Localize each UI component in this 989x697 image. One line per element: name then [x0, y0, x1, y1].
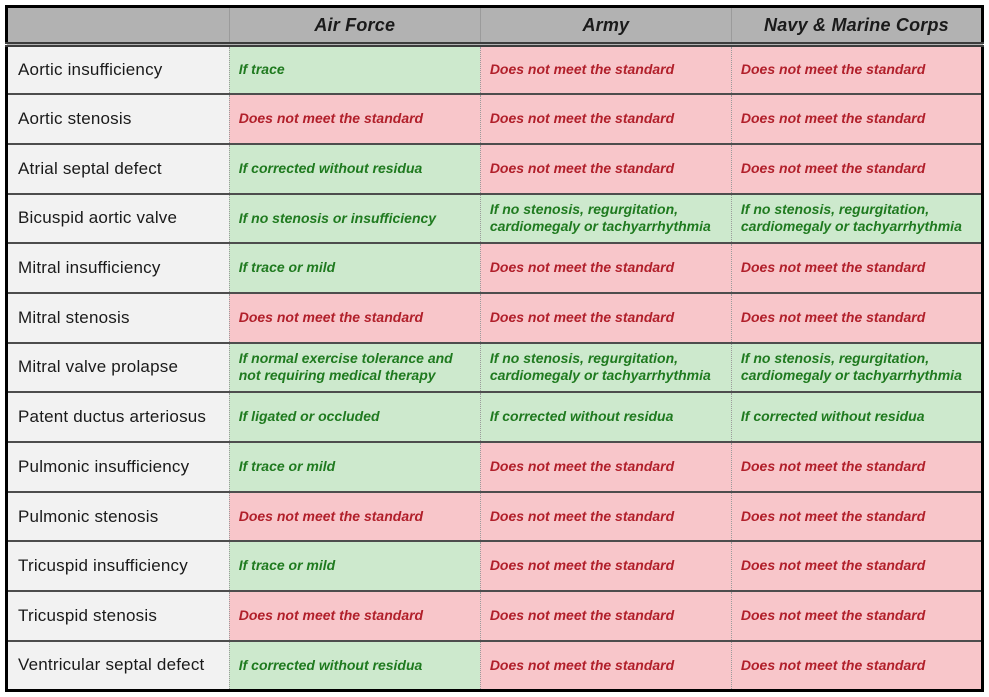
standard-cell-pass: If corrected without residua [479, 391, 732, 442]
table-row: Aortic insufficiency If trace Does not mee… [6, 43, 983, 95]
condition-cell: Bicuspid aortic valve [6, 192, 230, 244]
condition-cell: Pulmonic insufficiency [6, 441, 230, 492]
standard-cell-fail: Does not meet the standard [730, 490, 983, 542]
standard-cell-pass: If no stenosis, regurgitation, cardiomeg… [730, 341, 983, 393]
standard-cell-fail: Does not meet the standard [479, 93, 732, 144]
standard-cell-fail: Does not meet the standard [730, 639, 983, 691]
standard-cell-fail: Does not meet the standard [730, 43, 983, 95]
standard-cell-pass: If no stenosis or insufficiency [228, 192, 481, 244]
standard-cell-pass: If corrected without residua [228, 639, 481, 691]
standard-cell-fail: Does not meet the standard [730, 540, 983, 592]
standard-cell-fail: Does not meet the standard [730, 441, 983, 492]
condition-cell: Patent ductus arteriosus [6, 391, 230, 442]
table-row: Atrial septal defect If corrected without… [6, 142, 983, 194]
standard-cell-pass: If trace or mild [228, 540, 481, 592]
standard-cell-fail: Does not meet the standard [479, 291, 732, 343]
table-row: Tricuspid stenosis Does not meet the stan… [6, 590, 983, 641]
condition-cell: Mitral stenosis [6, 291, 230, 343]
standard-cell-pass: If no stenosis, regurgitation, cardiomeg… [730, 192, 983, 244]
standard-cell-pass: If corrected without residua [228, 142, 481, 194]
table-row: Pulmonic stenosis Does not meet the stand… [6, 490, 983, 542]
standard-cell-fail: Does not meet the standard [479, 441, 732, 492]
table-row: Mitral stenosis Does not meet the standar… [6, 291, 983, 343]
condition-cell: Pulmonic stenosis [6, 490, 230, 542]
standard-cell-fail: Does not meet the standard [730, 291, 983, 343]
header-row: Air Force Army Navy & Marine Corps [6, 6, 983, 47]
standard-cell-fail: Does not meet the standard [228, 291, 481, 343]
table-row: Aortic stenosis Does not meet the standar… [6, 93, 983, 144]
condition-cell: Aortic insufficiency [6, 43, 230, 95]
standard-cell-pass: If normal exercise tolerance and not req… [228, 341, 481, 393]
standard-cell-fail: Does not meet the standard [730, 590, 983, 641]
condition-cell: Aortic stenosis [6, 93, 230, 144]
header-condition [6, 6, 230, 47]
table-row: Mitral valve prolapse If normal exercise … [6, 341, 983, 393]
table-row: Tricuspid insufficiency If trace or mild D… [6, 540, 983, 592]
standard-cell-fail: Does not meet the standard [479, 43, 732, 95]
condition-cell: Tricuspid stenosis [6, 590, 230, 641]
standard-cell-pass: If trace or mild [228, 441, 481, 492]
table-row: Patent ductus arteriosus If ligated or oc… [6, 391, 983, 442]
standard-cell-fail: Does not meet the standard [228, 93, 481, 144]
standard-cell-fail: Does not meet the standard [479, 142, 732, 194]
standard-cell-pass: If corrected without residua [730, 391, 983, 442]
standard-cell-fail: Does not meet the standard [228, 490, 481, 542]
standard-cell-fail: Does not meet the standard [228, 590, 481, 641]
table-row: Pulmonic insufficiency If trace or mild Do… [6, 441, 983, 492]
standard-cell-pass: If ligated or occluded [228, 391, 481, 442]
condition-cell: Mitral valve prolapse [6, 341, 230, 393]
table-row: Bicuspid aortic valve If no stenosis or i… [6, 192, 983, 244]
standard-cell-fail: Does not meet the standard [479, 242, 732, 293]
standard-cell-pass: If trace [228, 43, 481, 95]
standard-cell-pass: If no stenosis, regurgitation, cardiomeg… [479, 192, 732, 244]
standard-cell-fail: Does not meet the standard [730, 242, 983, 293]
standard-cell-fail: Does not meet the standard [479, 540, 732, 592]
condition-cell: Mitral insufficiency [6, 242, 230, 293]
table-row: Ventricular septal defect If corrected wi… [6, 639, 983, 691]
cardiac-standards-table: Air Force Army Navy & Marine Corps Aorti… [5, 5, 984, 692]
condition-cell: Atrial septal defect [6, 142, 230, 194]
standard-cell-fail: Does not meet the standard [479, 590, 732, 641]
standard-cell-fail: Does not meet the standard [730, 93, 983, 144]
table-body: Aortic insufficiency If trace Does not mee… [6, 43, 983, 691]
table-row: Mitral insufficiency If trace or mild Does… [6, 242, 983, 293]
condition-cell: Ventricular septal defect [6, 639, 230, 691]
standard-cell-fail: Does not meet the standard [730, 142, 983, 194]
header-navy-marine-corps: Navy & Marine Corps [730, 6, 983, 47]
header-air-force: Air Force [228, 6, 481, 47]
standard-cell-fail: Does not meet the standard [479, 639, 732, 691]
standard-cell-pass: If no stenosis, regurgitation, cardiomeg… [479, 341, 732, 393]
standard-cell-pass: If trace or mild [228, 242, 481, 293]
standard-cell-fail: Does not meet the standard [479, 490, 732, 542]
condition-cell: Tricuspid insufficiency [6, 540, 230, 592]
header-army: Army [479, 6, 732, 47]
